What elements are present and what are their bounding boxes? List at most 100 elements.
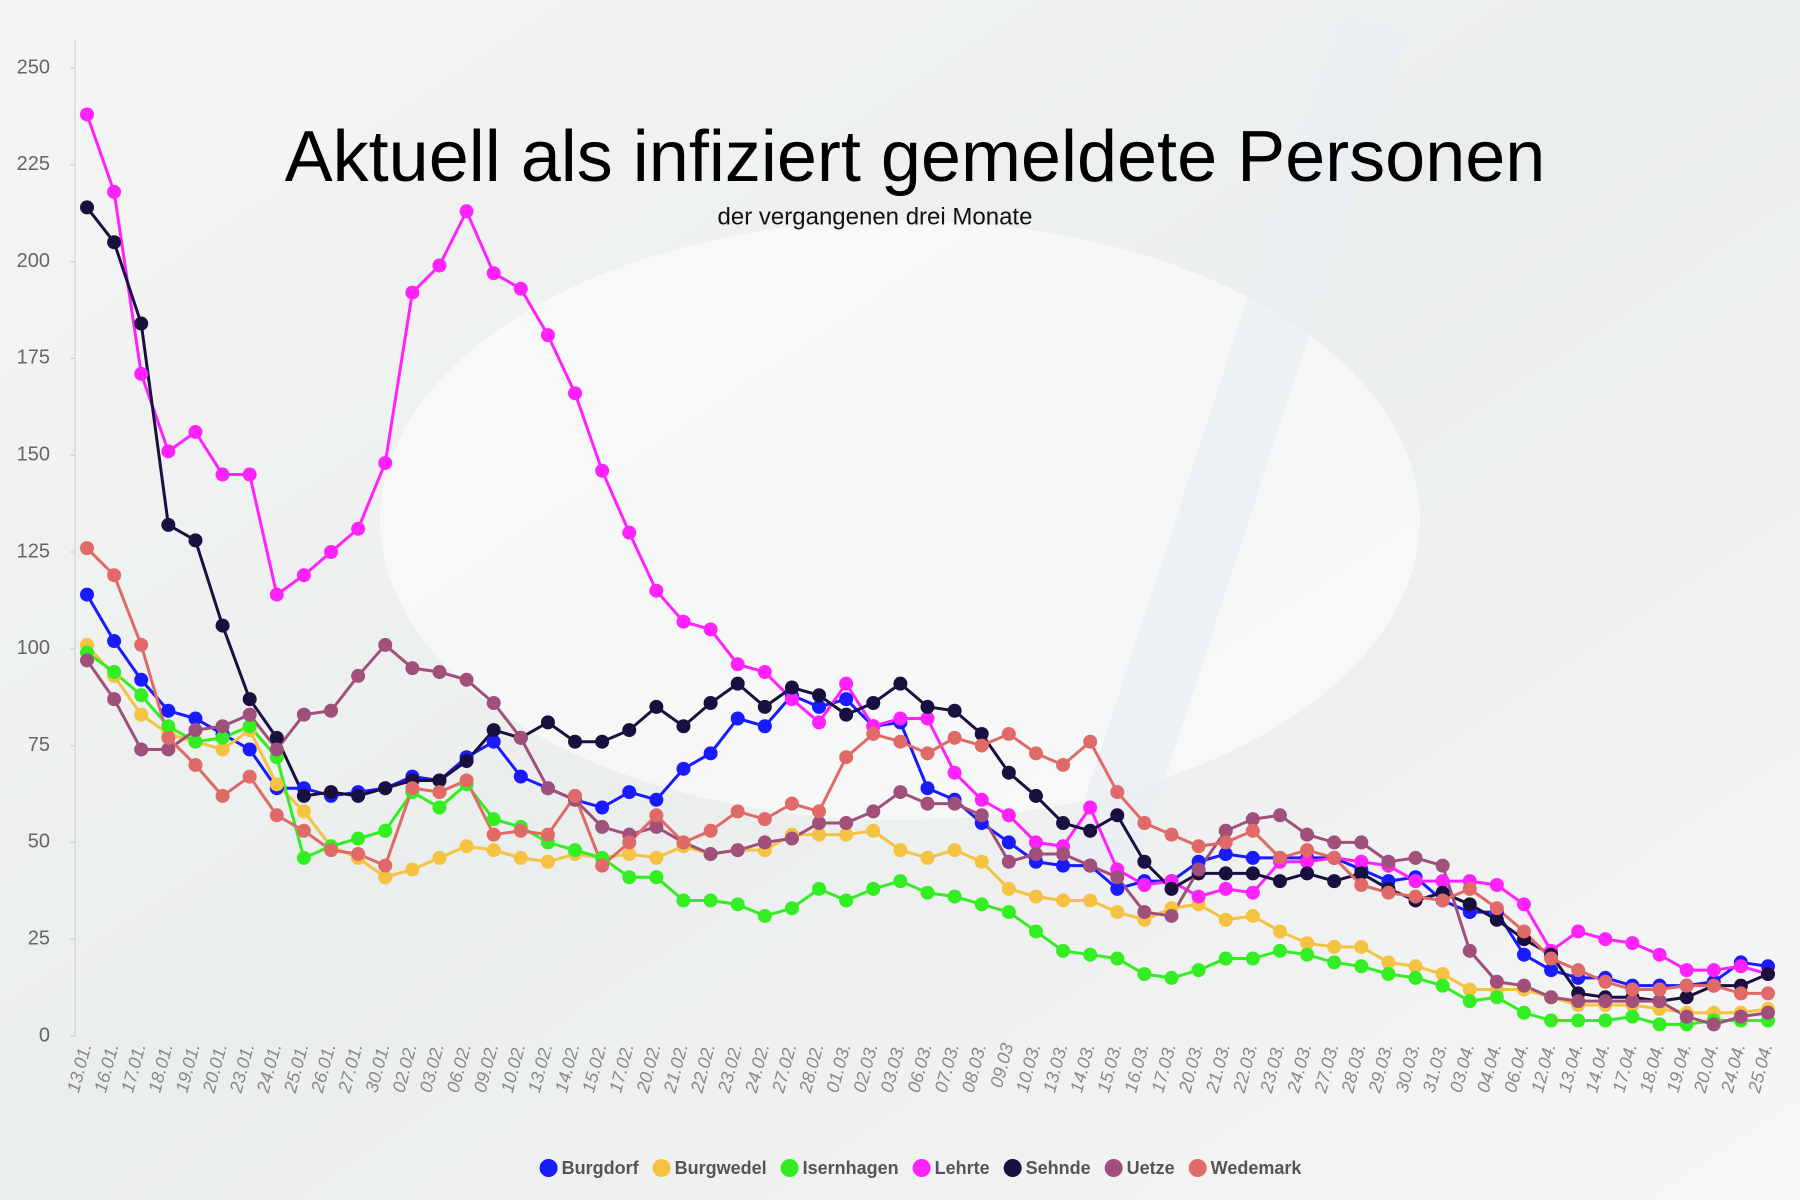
data-point	[1598, 1013, 1613, 1028]
data-point	[1300, 866, 1315, 881]
data-point	[1408, 850, 1423, 865]
data-point	[1001, 835, 1016, 850]
data-point	[351, 831, 366, 846]
data-point	[134, 742, 149, 757]
y-tick-label: 50	[28, 831, 50, 853]
data-point	[1137, 967, 1152, 982]
data-point	[432, 800, 447, 815]
data-point	[134, 672, 149, 687]
data-point	[1245, 908, 1260, 923]
data-point	[1272, 850, 1287, 865]
chart-title: Aktuell als infiziert gemeldete Personen	[285, 117, 1546, 197]
data-point	[188, 757, 203, 772]
data-point	[1056, 847, 1071, 862]
data-point	[784, 692, 799, 707]
data-point	[1516, 978, 1531, 993]
data-point	[622, 870, 637, 885]
data-point	[513, 281, 528, 296]
data-point	[1191, 963, 1206, 978]
legend-swatch	[912, 1159, 931, 1177]
data-point	[1110, 785, 1125, 800]
data-point	[1435, 967, 1450, 982]
data-point	[1272, 924, 1287, 939]
legend-swatch	[780, 1159, 799, 1177]
data-point	[1218, 881, 1233, 896]
data-point	[622, 723, 637, 738]
data-point	[1625, 994, 1640, 1009]
data-point	[974, 792, 989, 807]
data-point	[1544, 990, 1559, 1005]
data-point	[1706, 963, 1721, 978]
data-point	[1571, 1013, 1586, 1028]
data-point	[1028, 847, 1043, 862]
data-point	[893, 711, 908, 726]
data-point	[378, 870, 393, 885]
data-point	[974, 726, 989, 741]
data-point	[1408, 959, 1423, 974]
data-point	[920, 746, 935, 761]
data-point	[215, 730, 230, 745]
data-point	[839, 893, 854, 908]
data-point	[757, 699, 772, 714]
data-point	[812, 827, 827, 842]
data-point	[405, 862, 420, 877]
data-point	[947, 889, 962, 904]
data-point	[1218, 823, 1233, 838]
data-point	[1083, 734, 1098, 749]
data-point	[947, 843, 962, 858]
data-point	[269, 730, 284, 745]
chart-subtitle: der vergangenen drei Monate	[718, 203, 1033, 230]
data-point	[459, 839, 474, 854]
data-point	[459, 672, 474, 687]
background-shape	[1062, 11, 1408, 889]
data-point	[134, 707, 149, 722]
data-point	[1191, 889, 1206, 904]
data-point	[1516, 1005, 1531, 1020]
data-point	[1028, 835, 1043, 850]
data-point	[1489, 901, 1504, 916]
data-point	[730, 804, 745, 819]
data-point	[1110, 870, 1125, 885]
data-point	[676, 761, 691, 776]
data-point	[242, 692, 257, 707]
legend: Burgdorf Burgwedel Isernhagen Lehrte Sehnde U…	[539, 1158, 1302, 1178]
legend-label: Uetze	[1127, 1158, 1175, 1178]
data-point	[161, 703, 176, 718]
data-point	[812, 804, 827, 819]
data-point	[947, 765, 962, 780]
data-point	[1489, 974, 1504, 989]
data-point	[1625, 1009, 1640, 1024]
data-point	[215, 618, 230, 633]
data-point	[1679, 1009, 1694, 1024]
data-point	[812, 688, 827, 703]
data-point	[1300, 827, 1315, 842]
data-point	[378, 781, 393, 796]
data-point	[1300, 854, 1315, 869]
data-point	[1056, 858, 1071, 873]
data-point	[242, 467, 257, 482]
data-point	[622, 785, 637, 800]
data-point	[1001, 905, 1016, 920]
data-point	[839, 676, 854, 691]
data-point	[540, 328, 555, 343]
data-point	[1761, 967, 1775, 982]
data-point	[296, 707, 311, 722]
data-point	[866, 804, 881, 819]
data-point	[893, 843, 908, 858]
data-point	[1218, 847, 1233, 862]
data-point	[1761, 1005, 1775, 1020]
data-point	[1218, 912, 1233, 927]
data-point	[1354, 835, 1369, 850]
data-point	[1300, 947, 1315, 962]
y-tick-label: 0	[39, 1024, 50, 1046]
y-tick-label: 125	[17, 540, 50, 562]
data-point	[134, 366, 149, 381]
data-point	[188, 424, 203, 439]
data-point	[242, 742, 257, 757]
data-point	[1028, 889, 1043, 904]
data-point	[1462, 982, 1477, 997]
data-point	[242, 719, 257, 734]
data-point	[893, 874, 908, 889]
data-point	[866, 881, 881, 896]
